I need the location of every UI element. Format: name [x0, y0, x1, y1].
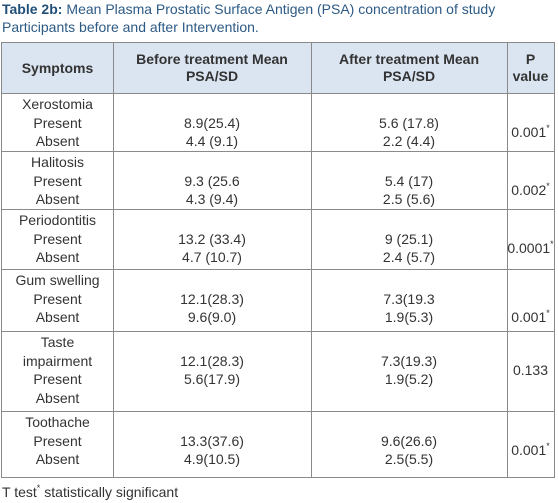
p-value: 0.002* — [507, 181, 554, 199]
header-cell: After treatment Mean PSA/SD — [311, 43, 507, 93]
symptom-text: Toothache — [25, 414, 90, 430]
symptom-text: Gum swelling — [15, 272, 100, 288]
footnote-rest: statistically significant — [44, 484, 179, 500]
before-value: 4.3 (9.4) — [185, 191, 239, 207]
after-value: 5.4 (17) — [384, 172, 434, 189]
before-value: 4.4 (9.1) — [185, 133, 239, 149]
before-value: 9.6(9.0) — [187, 309, 237, 325]
footnote-text: T test — [2, 484, 37, 500]
caption-text: Mean Plasma Prostatic Surface Antigen (P… — [2, 1, 496, 35]
caption-label: Table 2b: — [2, 1, 63, 17]
p-value: 0.133 — [507, 361, 554, 379]
p-value-mark: * — [546, 308, 550, 318]
p-value-mark: * — [546, 180, 550, 191]
p-value-text: 0.133 — [512, 361, 549, 378]
row-divider — [2, 151, 554, 152]
p-value-mark: * — [546, 440, 550, 451]
symptom-text: Halitosis — [31, 154, 84, 170]
p-value-mark: * — [550, 238, 554, 249]
before-value: 8.9(25.4) — [183, 114, 241, 131]
column-divider — [113, 43, 114, 477]
footnote: T test* statistically significant — [2, 483, 178, 501]
after-value: 7.3(19.3 — [383, 290, 435, 307]
symptom-text: Xerostomia — [22, 96, 93, 112]
p-value: 0.001* — [507, 123, 554, 141]
header-cell: Before treatment Mean PSA/SD — [113, 43, 311, 93]
before-value: 4.7 (10.7) — [182, 249, 242, 265]
symptom-text: Present — [33, 371, 82, 387]
p-value: 0.0001* — [507, 239, 554, 257]
symptom-text: impairment — [22, 352, 93, 369]
symptom-text: Present — [33, 172, 82, 189]
footnote-mark: * — [36, 483, 41, 493]
row-divider — [2, 93, 554, 94]
before-value: 12.1(28.3) — [180, 290, 244, 307]
p-value-text: 0.0001 — [507, 239, 551, 256]
p-value-text: 0.001 — [511, 309, 547, 325]
after-value: 7.3(19.3) — [380, 352, 438, 369]
table: Symptoms Before treatment Mean PSA/SD Afte… — [1, 42, 555, 478]
p-value-text: 0.001 — [511, 441, 547, 458]
p-value-text: 0.002 — [511, 181, 547, 198]
symptom-text: Present — [33, 230, 82, 247]
symptom-text: Present — [33, 432, 82, 449]
after-value: 9.6(26.6) — [380, 432, 438, 449]
p-value: 0.001* — [507, 308, 554, 326]
symptom-text: Taste — [40, 334, 75, 350]
header-cell: Symptoms — [2, 43, 113, 93]
after-value: 2.5(5.5) — [384, 451, 434, 467]
row-divider — [2, 331, 554, 332]
after-value: 2.5 (5.6) — [382, 191, 436, 207]
after-value: 5.6 (17.8) — [379, 114, 439, 131]
after-value: 2.2 (4.4) — [382, 133, 436, 149]
row-divider — [2, 411, 554, 412]
symptom-text: Absent — [35, 451, 80, 467]
before-value: 5.6(17.9) — [183, 371, 241, 387]
after-value: 1.9(5.3) — [384, 309, 434, 325]
symptom-text: Absent — [35, 309, 80, 325]
column-divider — [507, 43, 508, 477]
symptom-text: Present — [33, 114, 82, 131]
symptom-text: Absent — [35, 191, 80, 207]
before-value: 4.9(10.5) — [183, 451, 241, 467]
before-value: 13.2 (33.4) — [178, 230, 246, 247]
before-value: 12.1(28.3) — [180, 352, 244, 369]
header-cell: P value — [507, 43, 554, 93]
before-value: 13.3(37.6) — [180, 432, 244, 449]
after-value: 1.9(5.2) — [384, 371, 434, 387]
p-value-text: 0.001 — [511, 123, 547, 140]
symptom-text: Absent — [35, 389, 80, 406]
p-value: 0.001* — [507, 441, 554, 459]
after-value: 9 (25.1) — [384, 230, 434, 247]
after-value: 2.4 (5.7) — [382, 249, 436, 265]
p-value-mark: * — [546, 122, 550, 133]
row-divider — [2, 209, 554, 210]
before-value: 9.3 (25.6 — [184, 172, 240, 189]
column-divider — [311, 43, 312, 477]
caption: Table 2b: Mean Plasma Prostatic Surface A… — [2, 0, 556, 36]
symptom-text: Absent — [35, 133, 80, 149]
symptom-text: Present — [33, 290, 82, 307]
row-divider — [2, 269, 554, 270]
symptom-text: Periodontitis — [18, 212, 97, 228]
symptom-text: Absent — [35, 249, 80, 265]
